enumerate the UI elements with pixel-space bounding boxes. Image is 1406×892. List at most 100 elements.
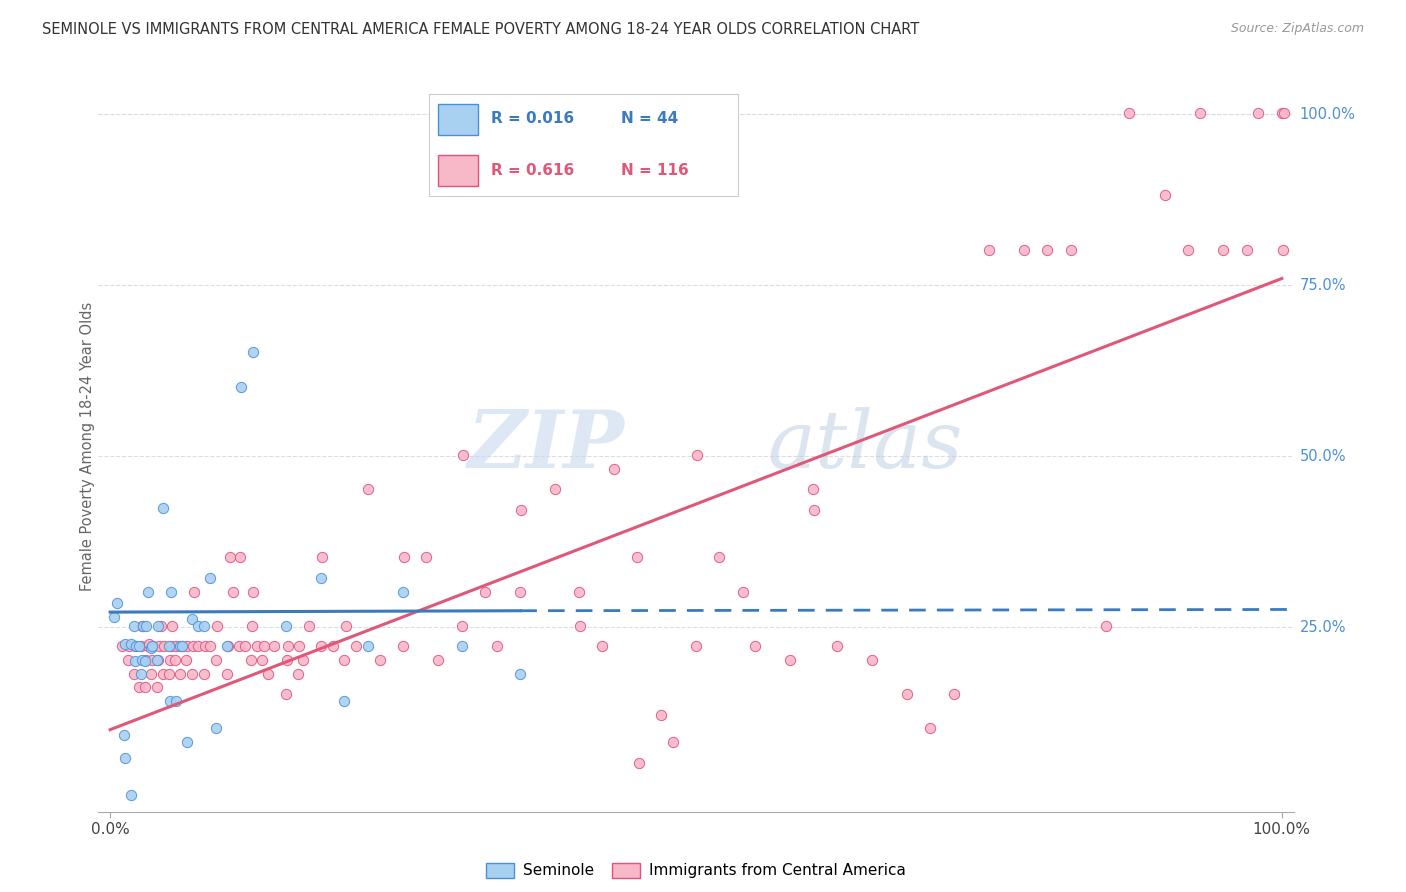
Point [148, 640, 170, 654]
Point [357, 482, 380, 496]
Y-axis label: Female Poverty Among 18-24 Year Olds: Female Poverty Among 18-24 Year Olds [80, 301, 94, 591]
Point [114, 637, 136, 651]
Point [392, 640, 415, 654]
Point [544, 482, 567, 496]
Point [181, 612, 204, 626]
Point [157, 640, 180, 654]
Point [292, 653, 315, 667]
Point [217, 666, 239, 681]
Point [141, 653, 163, 667]
Point [141, 666, 163, 681]
Point [131, 653, 153, 667]
Point [176, 640, 198, 654]
Text: 25.0%: 25.0% [1299, 620, 1346, 634]
Text: 50.0%: 50.0% [1299, 449, 1346, 464]
Point [138, 637, 160, 651]
Point [568, 619, 592, 633]
Point [157, 666, 180, 681]
Point [276, 653, 298, 667]
Point [218, 550, 240, 565]
Point [298, 619, 321, 633]
Point [661, 735, 683, 749]
Point [394, 550, 416, 565]
Point [415, 550, 437, 565]
Point [176, 735, 198, 749]
Point [510, 502, 533, 516]
Point [825, 640, 848, 654]
Point [229, 550, 252, 565]
Point [152, 666, 174, 681]
Point [311, 550, 333, 565]
Point [685, 640, 707, 654]
Point [135, 619, 157, 633]
Point [509, 584, 531, 599]
Point [239, 653, 262, 667]
Point [187, 619, 209, 633]
Point [146, 681, 169, 695]
Point [1272, 106, 1295, 120]
Legend: Seminole, Immigrants from Central America: Seminole, Immigrants from Central Americ… [479, 857, 912, 885]
Point [920, 722, 942, 736]
Text: R = 0.016: R = 0.016 [491, 112, 574, 127]
Point [118, 640, 141, 654]
Point [117, 653, 139, 667]
Point [277, 640, 299, 654]
Point [112, 728, 135, 742]
Point [129, 640, 152, 654]
Point [135, 653, 157, 667]
Point [1177, 243, 1199, 257]
Point [274, 619, 297, 633]
Point [896, 687, 918, 701]
Point [627, 756, 650, 770]
Text: SEMINOLE VS IMMIGRANTS FROM CENTRAL AMERICA FEMALE POVERTY AMONG 18-24 YEAR OLDS: SEMINOLE VS IMMIGRANTS FROM CENTRAL AMER… [42, 22, 920, 37]
Point [170, 640, 193, 654]
Point [392, 584, 415, 599]
Point [146, 653, 169, 667]
Point [709, 550, 731, 565]
Point [451, 448, 474, 462]
Point [591, 640, 613, 654]
Point [242, 345, 264, 359]
Text: N = 116: N = 116 [620, 162, 689, 178]
Point [626, 550, 648, 565]
Point [148, 619, 170, 633]
Point [779, 653, 801, 667]
Point [136, 640, 159, 654]
Point [1188, 106, 1211, 120]
Text: 75.0%: 75.0% [1299, 277, 1346, 293]
Text: ZIP: ZIP [467, 408, 624, 484]
Point [333, 694, 356, 708]
Point [124, 640, 146, 654]
Point [1012, 243, 1035, 257]
Point [198, 640, 221, 654]
Point [1271, 243, 1294, 257]
Point [193, 666, 215, 681]
Bar [439, 104, 478, 135]
Point [131, 619, 153, 633]
Point [1271, 106, 1294, 120]
Point [129, 666, 152, 681]
Point [141, 640, 163, 654]
Bar [439, 155, 478, 186]
Point [122, 666, 145, 681]
Point [205, 619, 228, 633]
Point [134, 681, 156, 695]
Point [650, 707, 672, 722]
Point [1236, 243, 1258, 257]
Point [357, 640, 380, 654]
Point [194, 640, 217, 654]
Point [686, 448, 709, 462]
Point [335, 619, 357, 633]
Point [174, 653, 197, 667]
Point [450, 619, 472, 633]
Point [111, 640, 134, 654]
Point [603, 461, 626, 475]
Point [149, 619, 172, 633]
Point [1095, 619, 1118, 633]
Point [246, 640, 269, 654]
Point [860, 653, 883, 667]
Point [160, 584, 183, 599]
Point [169, 640, 191, 654]
Point [287, 666, 309, 681]
Point [170, 640, 193, 654]
